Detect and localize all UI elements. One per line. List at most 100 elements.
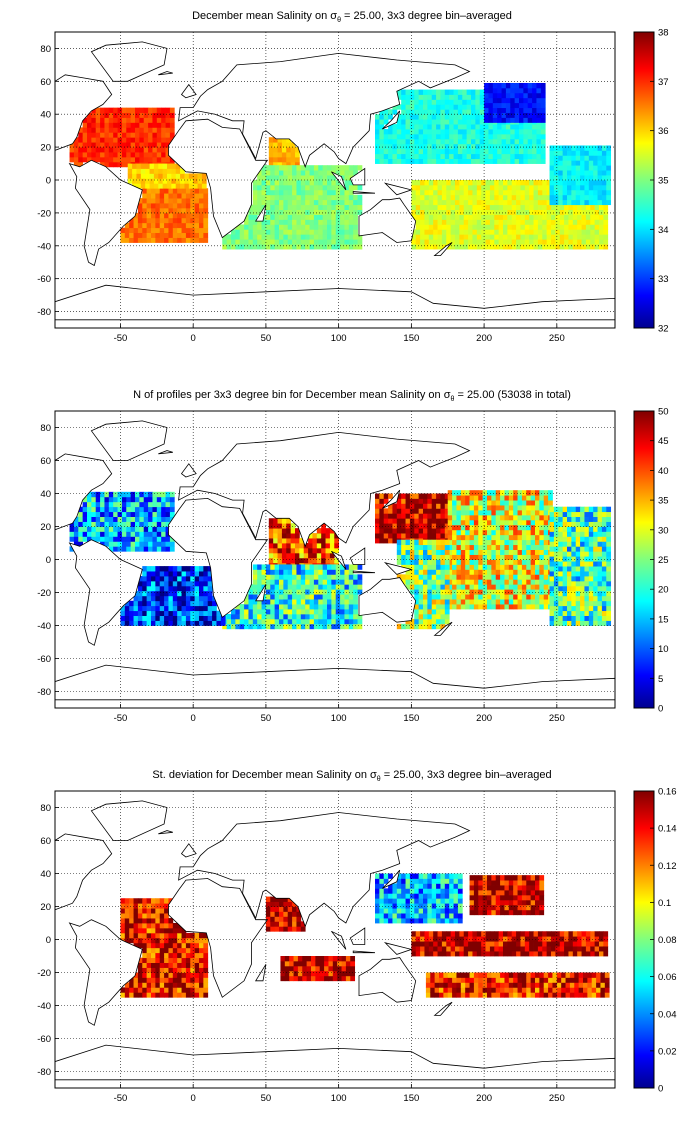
data-cell — [500, 574, 505, 580]
data-cell — [273, 161, 278, 168]
data-cell — [606, 170, 612, 176]
data-cell — [344, 599, 350, 605]
data-cell — [492, 117, 498, 123]
data-cell — [203, 207, 209, 214]
data-cell — [203, 576, 209, 582]
data-cell — [558, 566, 564, 572]
data-cell — [344, 219, 350, 225]
data-cell — [126, 127, 132, 133]
data-cell — [440, 138, 446, 145]
data-cell — [562, 576, 568, 582]
data-cell — [539, 569, 545, 575]
data-cell — [431, 109, 437, 115]
data-cell — [590, 209, 596, 215]
data-cell — [427, 589, 433, 595]
data-cell — [540, 158, 546, 164]
data-cell — [357, 239, 363, 245]
data-cell — [536, 153, 542, 160]
data-cell — [222, 239, 228, 245]
data-cell — [185, 605, 191, 612]
data-cell — [117, 506, 123, 513]
data-cell — [466, 129, 472, 135]
data-cell — [450, 229, 456, 235]
data-cell — [414, 533, 420, 539]
data-cell — [462, 89, 468, 95]
data-cell — [117, 156, 123, 163]
data-cell — [444, 574, 450, 580]
data-cell — [535, 549, 540, 555]
data-cell — [327, 244, 332, 250]
data-cell — [564, 224, 569, 230]
data-cell — [492, 138, 498, 145]
data-cell — [409, 119, 415, 125]
data-cell — [172, 193, 178, 199]
data-cell — [287, 209, 293, 215]
data-cell — [436, 604, 441, 610]
data-cell — [593, 595, 598, 602]
data-cell — [475, 104, 481, 110]
data-cell — [581, 244, 587, 250]
data-cell — [124, 222, 130, 229]
data-cell — [551, 204, 556, 210]
data-cell — [455, 204, 460, 210]
data-cell — [392, 533, 398, 539]
data-cell — [184, 173, 190, 179]
data-cell — [540, 133, 546, 140]
data-cell — [505, 148, 511, 155]
data-cell — [104, 511, 110, 517]
data-cell — [133, 217, 139, 224]
data-cell — [152, 132, 158, 138]
data-cell — [423, 523, 428, 529]
data-cell — [423, 124, 428, 130]
data-cell — [274, 180, 280, 186]
data-cell — [457, 124, 463, 130]
data-cell — [392, 538, 398, 544]
data-cell — [268, 533, 274, 539]
data-cell — [495, 549, 501, 555]
data-cell — [411, 204, 417, 210]
coastline — [178, 431, 471, 548]
data-cell — [113, 147, 118, 153]
data-cell — [411, 184, 417, 191]
data-cell — [428, 244, 434, 250]
data-cell — [300, 194, 306, 201]
data-cell — [543, 574, 549, 580]
data-cell — [564, 204, 569, 210]
data-cell — [270, 199, 276, 206]
data-cell — [532, 117, 537, 123]
data-cell — [411, 189, 417, 196]
data-cell — [415, 219, 421, 225]
data-cell — [513, 604, 518, 610]
data-cell — [436, 574, 441, 580]
data-cell — [549, 180, 555, 186]
data-cell — [549, 600, 555, 607]
data-cell — [292, 594, 297, 600]
data-cell — [447, 519, 453, 526]
data-cell — [476, 244, 482, 250]
data-cell — [207, 615, 213, 621]
data-cell — [450, 219, 456, 225]
data-cell — [392, 523, 398, 529]
data-cell — [82, 152, 88, 158]
data-cell — [572, 209, 578, 215]
data-cell — [584, 521, 590, 527]
data-cell — [437, 244, 443, 250]
data-cell — [279, 244, 284, 250]
data-cell — [472, 229, 478, 235]
data-cell — [481, 194, 486, 201]
data-cell — [460, 584, 466, 590]
data-cell — [497, 148, 502, 155]
data-cell — [159, 222, 165, 229]
data-cell — [476, 229, 482, 235]
data-cell — [226, 234, 232, 240]
data-cell — [549, 566, 555, 572]
data-cell — [73, 152, 79, 158]
data-cell — [313, 199, 319, 206]
data-cell — [392, 148, 398, 155]
data-cell — [296, 244, 302, 250]
data-cell — [581, 204, 587, 210]
data-cell — [427, 574, 433, 580]
data-cell — [436, 148, 441, 155]
data-cell — [329, 557, 335, 564]
data-cell — [491, 559, 497, 565]
